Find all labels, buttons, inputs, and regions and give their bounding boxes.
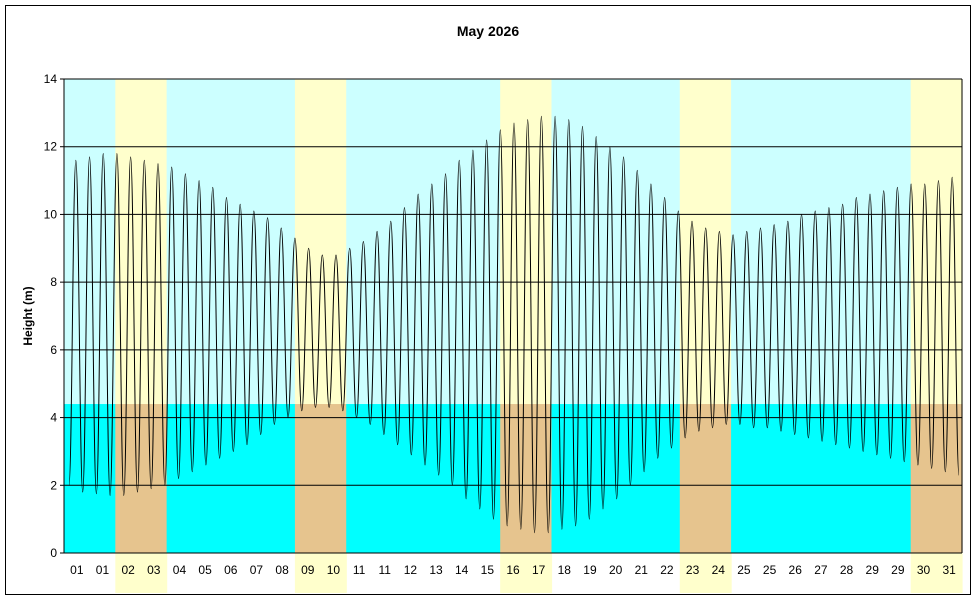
band-bottom-14 — [423, 404, 450, 553]
x-tick-label-30: 28 — [840, 563, 854, 577]
band-bottom-6 — [217, 404, 245, 553]
x-tick-label-24: 23 — [686, 563, 700, 577]
band-bottom-22 — [628, 404, 655, 553]
y-tick-label-14: 14 — [44, 72, 58, 86]
band-bottom-25 — [705, 404, 732, 553]
x-tick-label-10: 10 — [327, 563, 341, 577]
band-bottom-2 — [115, 404, 142, 553]
band-label-34 — [936, 553, 963, 593]
x-tick-label-5: 05 — [198, 563, 212, 577]
band-bottom-23 — [654, 404, 681, 553]
x-tick-label-13: 12 — [404, 563, 418, 577]
band-bottom-33 — [910, 404, 937, 553]
band-top-0 — [64, 79, 91, 405]
band-bottom-20 — [577, 404, 604, 553]
band-bottom-26 — [731, 404, 758, 553]
x-tick-label-19: 18 — [558, 563, 572, 577]
band-top-10 — [320, 79, 347, 405]
x-tick-label-34: 31 — [942, 563, 956, 577]
band-bottom-4 — [166, 404, 193, 553]
band-bottom-9 — [294, 404, 322, 553]
band-bottom-8 — [269, 404, 296, 553]
x-tick-label-2: 02 — [121, 563, 135, 577]
band-bottom-27 — [756, 404, 783, 553]
x-tick-label-7: 07 — [250, 563, 264, 577]
y-tick-label-10: 10 — [44, 207, 58, 221]
x-tick-label-25: 24 — [712, 563, 726, 577]
x-tick-label-4: 04 — [173, 563, 187, 577]
band-label-17 — [500, 553, 527, 593]
y-tick-label-0: 0 — [50, 546, 57, 560]
band-bottom-12 — [371, 404, 399, 553]
band-top-26 — [731, 79, 758, 405]
tide-series-line — [68, 115, 960, 534]
day-bands — [64, 79, 963, 593]
band-bottom-16 — [474, 404, 501, 553]
band-bottom-24 — [679, 404, 707, 553]
band-label-3 — [140, 553, 168, 593]
x-tick-label-15: 14 — [455, 563, 469, 577]
band-bottom-13 — [397, 404, 424, 553]
y-tick-label-6: 6 — [50, 343, 57, 357]
band-bottom-18 — [525, 404, 553, 553]
band-label-24 — [679, 553, 707, 593]
x-tick-label-9: 09 — [301, 563, 315, 577]
x-tick-label-1: 01 — [96, 563, 110, 577]
band-top-15 — [448, 79, 476, 405]
band-top-21 — [602, 79, 630, 405]
band-bottom-11 — [346, 404, 373, 553]
band-label-10 — [320, 553, 347, 593]
x-tick-label-17: 16 — [506, 563, 520, 577]
x-tick-label-11: 11 — [353, 563, 366, 577]
x-tick-label-8: 08 — [275, 563, 289, 577]
band-bottom-30 — [833, 404, 860, 553]
x-tick-label-22: 21 — [635, 563, 649, 577]
x-tick-label-0: 01 — [70, 563, 84, 577]
band-top-14 — [423, 79, 450, 405]
band-label-33 — [910, 553, 937, 593]
band-label-18 — [525, 553, 553, 593]
x-tick-label-27: 25 — [763, 563, 777, 577]
x-tick-label-33: 30 — [917, 563, 931, 577]
x-tick-label-6: 06 — [224, 563, 238, 577]
y-axis-label: Height (m) — [21, 286, 35, 345]
band-label-9 — [294, 553, 322, 593]
x-tick-label-31: 29 — [866, 563, 880, 577]
band-bottom-0 — [64, 404, 91, 553]
band-bottom-7 — [243, 404, 270, 553]
x-tick-label-3: 03 — [147, 563, 161, 577]
band-label-2 — [115, 553, 142, 593]
y-tick-label-8: 8 — [50, 275, 57, 289]
x-tick-label-21: 20 — [609, 563, 623, 577]
gridlines — [64, 78, 962, 486]
x-tick-labels: 01 01 02 03 04 05 06 07 08 09 10 11 11 12 13 14 15 16 17 18… — [70, 563, 956, 577]
x-tick-label-12: 11 — [378, 563, 391, 577]
chart-title: May 2026 — [457, 23, 519, 39]
axes — [63, 78, 963, 554]
band-bottom-34 — [936, 404, 963, 553]
y-tick-label-2: 2 — [50, 478, 57, 492]
band-bottom-31 — [859, 404, 886, 553]
x-tick-label-28: 26 — [789, 563, 803, 577]
band-bottom-10 — [320, 404, 347, 553]
x-tick-label-16: 15 — [481, 563, 495, 577]
band-bottom-5 — [192, 404, 219, 553]
band-label-25 — [705, 553, 732, 593]
y-tick-label-12: 12 — [44, 140, 58, 154]
x-tick-label-14: 13 — [429, 563, 443, 577]
band-bottom-15 — [448, 404, 476, 553]
x-tick-label-26: 25 — [737, 563, 751, 577]
y-tick-labels: 0 2 4 6 8 10 12 14 — [44, 72, 64, 560]
y-tick-label-4: 4 — [50, 411, 57, 425]
x-tick-label-29: 27 — [814, 563, 828, 577]
band-top-6 — [217, 79, 245, 405]
x-tick-label-23: 22 — [660, 563, 674, 577]
x-tick-label-20: 19 — [583, 563, 597, 577]
x-tick-label-18: 17 — [532, 563, 546, 577]
x-tick-label-32: 29 — [891, 563, 905, 577]
